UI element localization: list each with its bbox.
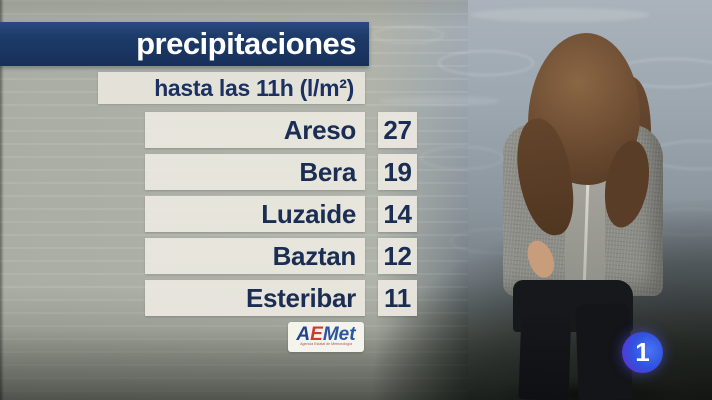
table-row-value: 12 xyxy=(378,238,417,274)
table-row-value: 19 xyxy=(378,154,417,190)
table-row-name: Bera xyxy=(145,154,365,190)
precipitation-value: 11 xyxy=(384,282,411,313)
precipitation-value: 14 xyxy=(383,198,412,229)
station-name: Luzaide xyxy=(261,198,356,229)
aemet-letter-e: E xyxy=(310,324,323,345)
aemet-letters-met: Met xyxy=(322,324,356,345)
frame-left-edge-shadow xyxy=(0,0,4,400)
precipitation-value: 19 xyxy=(383,156,412,187)
aemet-letter-a: A xyxy=(296,324,311,345)
table-row-value: 11 xyxy=(378,280,417,316)
aemet-tagline: Agencia Estatal de Meteorología xyxy=(299,342,353,347)
page-title: precipitaciones xyxy=(136,26,356,61)
table-row-name: Esteribar xyxy=(145,280,365,316)
water-streak xyxy=(380,96,500,106)
title-banner: precipitaciones xyxy=(0,22,369,66)
table-row-name: Baztan xyxy=(145,238,365,274)
water-streak xyxy=(470,8,650,22)
aemet-logo: AEMet Agencia Estatal de Meteorología xyxy=(288,322,364,352)
table-row-name: Areso xyxy=(145,112,365,148)
water-ripple xyxy=(372,26,444,44)
station-name: Esteribar xyxy=(245,282,356,313)
aemet-wordmark: AEMet xyxy=(296,324,356,345)
channel-1-logo: 1 xyxy=(622,332,663,373)
channel-1-label: 1 xyxy=(635,337,650,367)
subtitle-strip: hasta las 11h (l/m²) xyxy=(98,72,365,104)
subtitle-text: hasta las 11h (l/m²) xyxy=(154,74,354,101)
table-row-name: Luzaide xyxy=(145,196,365,232)
table-row-value: 14 xyxy=(378,196,417,232)
water-ripple xyxy=(420,146,504,170)
precipitation-value: 27 xyxy=(383,114,412,145)
station-name: Areso xyxy=(283,114,357,145)
station-name: Bera xyxy=(299,156,356,187)
water-ripple xyxy=(438,50,534,76)
table-row-value: 27 xyxy=(378,112,417,148)
presenter-left-leg xyxy=(518,307,572,400)
precipitation-value: 12 xyxy=(383,240,412,271)
station-name: Baztan xyxy=(272,240,357,271)
